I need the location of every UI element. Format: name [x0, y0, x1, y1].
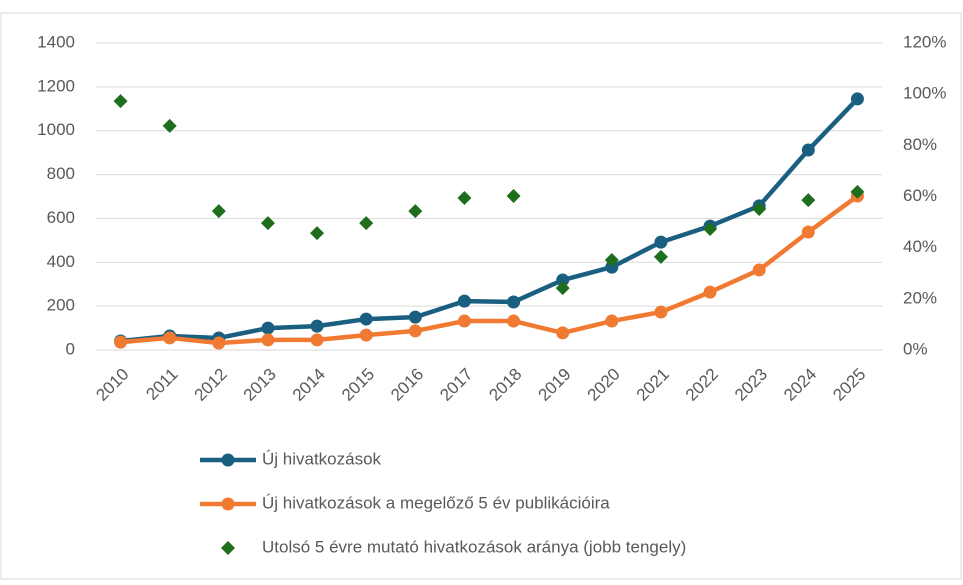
point-marker: [457, 294, 471, 308]
point-marker: [408, 310, 422, 324]
point-marker: [801, 225, 815, 239]
y2-tick-label: 40%: [903, 237, 937, 256]
point-marker: [507, 295, 521, 309]
scatter-point: [408, 204, 423, 219]
y-tick-label: 800: [47, 164, 75, 183]
scatter-point: [506, 188, 521, 203]
point-marker: [654, 305, 668, 319]
y-tick-label: 400: [47, 252, 75, 271]
scatter-point: [457, 191, 472, 206]
series-line: [120, 194, 859, 346]
scatter-point: [752, 202, 767, 217]
y-tick-label: 200: [47, 296, 75, 315]
chart-frame: [0, 12, 962, 580]
scatter-point: [604, 252, 619, 267]
scatter-point: [801, 193, 816, 208]
point-marker: [507, 314, 521, 328]
point-marker: [605, 260, 619, 274]
point-marker: [556, 326, 570, 340]
scatter-point: [703, 221, 718, 236]
scatter-point: [310, 226, 325, 241]
y-tick-label: 600: [47, 208, 75, 227]
y2-tick-label: 100%: [903, 84, 946, 103]
point-marker: [457, 314, 471, 328]
point-marker: [654, 235, 668, 249]
y2-tick-label: 20%: [903, 288, 937, 307]
legend-label: Új hivatkozások: [262, 449, 382, 468]
y-tick-label: 1000: [37, 120, 75, 139]
scatter-point: [211, 204, 226, 219]
scatter-point: [653, 249, 668, 264]
point-marker: [261, 321, 275, 335]
point-marker: [359, 312, 373, 326]
point-marker: [212, 336, 226, 350]
legend-label: Új hivatkozások a megelőző 5 év publikác…: [262, 493, 610, 512]
y2-tick-label: 0%: [903, 339, 928, 358]
point-marker: [408, 324, 422, 338]
legend-label: Utolsó 5 évre mutató hivatkozások aránya…: [262, 537, 686, 556]
point-marker: [359, 328, 373, 342]
point-marker: [556, 273, 570, 287]
scatter-point: [113, 94, 128, 109]
point-marker: [114, 335, 128, 349]
point-marker: [261, 333, 275, 347]
legend-marker: [221, 541, 235, 555]
scatter-point: [260, 216, 275, 231]
y-tick-label: 1400: [37, 32, 75, 51]
point-marker: [310, 319, 324, 333]
series-line: [120, 97, 860, 344]
y2-tick-label: 80%: [903, 135, 937, 154]
point-marker: [850, 92, 864, 106]
legend-marker: [221, 453, 235, 467]
scatter-point: [359, 216, 374, 231]
y-tick-label: 0: [66, 339, 75, 358]
y-tick-label: 1200: [37, 76, 75, 95]
legend-marker: [221, 497, 235, 511]
point-marker: [703, 285, 717, 299]
point-marker: [163, 331, 177, 345]
point-marker: [605, 314, 619, 328]
scatter-point: [162, 118, 177, 133]
point-marker: [310, 333, 324, 347]
y2-tick-label: 60%: [903, 186, 937, 205]
scatter-point: [555, 281, 570, 296]
y2-tick-label: 120%: [903, 32, 946, 51]
point-marker: [752, 263, 766, 277]
point-marker: [801, 143, 815, 157]
scatter-point: [850, 184, 865, 199]
